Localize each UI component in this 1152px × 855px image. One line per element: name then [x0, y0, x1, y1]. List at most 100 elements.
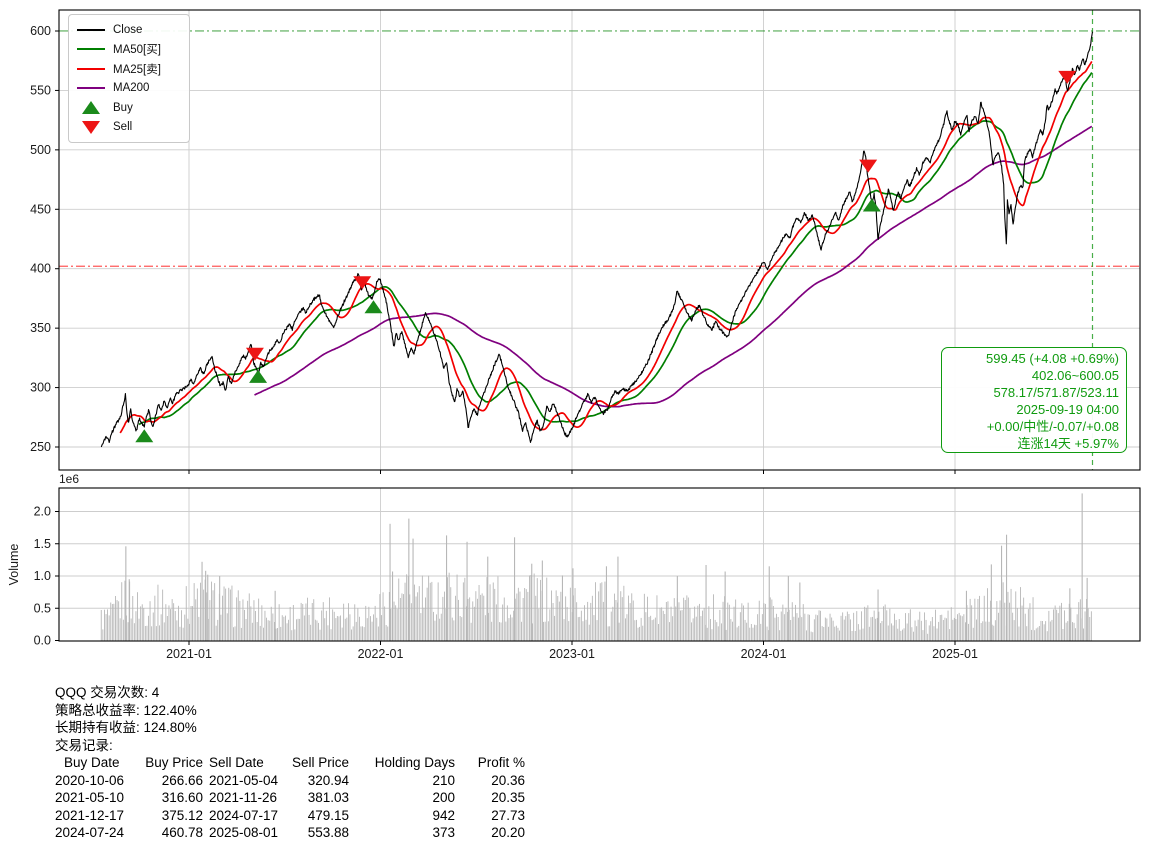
buy-marker: [364, 300, 383, 314]
volume-axis-label: Volume: [7, 544, 21, 586]
price-tick-label: 300: [30, 381, 51, 395]
close-line-sample: [77, 28, 105, 31]
trade-cell: 381.03: [307, 790, 349, 805]
trade-row: 2024-07-24 460.78 2025-08-01 553.88 373 20.20: [55, 824, 525, 842]
volume-tick-label: 1.0: [34, 569, 51, 583]
tick-labels: 250 300 350 400 450 500 550 600 2021-01 2022-01 20…: [7, 24, 978, 661]
trade-row: 2021-12-17 375.12 2024-07-17 479.15 942 27.73: [55, 807, 525, 825]
info-ma-values: 578.17/571.87/523.11: [993, 384, 1119, 400]
ma200-line-sample: [77, 87, 105, 90]
date-tick-label: 2021-01: [166, 647, 212, 661]
trade-cell: 2021-05-10: [55, 790, 125, 805]
info-signal: +0.00/中性/-0.07/+0.08: [986, 418, 1119, 434]
trade-cell: 375.12: [161, 807, 203, 823]
trade-cell: 2024-07-24: [55, 825, 125, 840]
sell-marker: [245, 347, 264, 361]
ma25-line: [119, 60, 1093, 434]
trade-cell: 27.73: [491, 807, 525, 823]
trade-cell: 266.66: [161, 772, 203, 788]
legend-item-close: Close: [77, 20, 181, 40]
price-tick-label: 600: [30, 24, 51, 38]
legend-label: MA200: [113, 82, 150, 95]
tick-marks: [55, 30, 956, 645]
col-holding-days: Holding Days: [374, 755, 455, 770]
buy-triangle-icon: [77, 101, 105, 115]
price-tick-label: 500: [30, 143, 51, 157]
col-sell-date: Sell Date: [209, 755, 264, 770]
trade-cell: 553.88: [307, 825, 349, 840]
price-tick-label: 400: [30, 262, 51, 276]
trade-cell: 200: [432, 790, 455, 805]
price-tick-label: 550: [30, 83, 51, 97]
axes-spines: [58, 9, 1141, 642]
chart-legend: Close MA50[买] MA25[卖] MA200 Buy Sell: [68, 14, 190, 143]
legend-label: Sell: [113, 121, 133, 134]
legend-label: MA25[卖]: [113, 63, 161, 76]
ma200-line: [254, 125, 1093, 408]
legend-item-ma25: MA25[卖]: [77, 59, 181, 79]
trade-table-header: Buy Date Buy Price Sell Date Sell Price …: [55, 754, 525, 772]
volume-tick-label: 0.0: [34, 634, 51, 648]
date-tick-label: 2024-01: [741, 647, 787, 661]
col-buy-date: Buy Date: [64, 755, 120, 770]
sell-marker: [1058, 70, 1077, 84]
sell-marker: [859, 159, 878, 173]
legend-item-ma200: MA200: [77, 79, 181, 99]
legend-label: Buy: [113, 101, 133, 114]
legend-item-ma50: MA50[买]: [77, 40, 181, 60]
trade-cell: 210: [432, 772, 455, 788]
trade-table-body: 2020-10-06 266.66 2021-05-04 320.94 210 20.36…: [55, 772, 525, 842]
buy-marker: [862, 198, 881, 212]
quote-info-box: 599.45 (+4.08 +0.69%) 402.06~600.05 578.…: [941, 347, 1127, 453]
trade-cell: 2024-07-17: [209, 807, 279, 823]
col-sell-price: Sell Price: [291, 755, 349, 770]
trade-cell: 373: [432, 825, 455, 840]
close-line: [100, 31, 1094, 448]
legend-item-buy: Buy: [77, 98, 181, 118]
price-volume-chart: 250 300 350 400 450 500 550 600 2021-01 2022-01 20…: [7, 9, 1141, 661]
trade-cell: 460.78: [161, 825, 203, 840]
buy-marker: [249, 369, 268, 383]
volume-bars: [100, 493, 1092, 641]
volume-tick-label: 0.5: [34, 601, 51, 615]
trade-markers: [135, 70, 1077, 443]
info-streak: 连涨14天 +5.97%: [1017, 435, 1119, 451]
price-tick-label: 250: [30, 440, 51, 454]
sell-marker: [353, 276, 372, 290]
trade-cell: 320.94: [307, 772, 349, 788]
date-tick-label: 2023-01: [549, 647, 595, 661]
trade-cell: 2021-12-17: [55, 807, 125, 823]
trade-cell: 479.15: [307, 807, 349, 823]
price-tick-label: 350: [30, 321, 51, 335]
trade-cell: 2021-11-26: [209, 790, 278, 805]
price-tick-label: 450: [30, 202, 51, 216]
trade-cell: 20.20: [491, 825, 525, 840]
volume-tick-label: 2.0: [34, 505, 51, 519]
ma50-line-sample: [77, 48, 105, 51]
col-buy-price: Buy Price: [145, 755, 203, 770]
trade-row: 2021-05-10 316.60 2021-11-26 381.03 200 20.35: [55, 789, 525, 807]
trade-cell: 942: [432, 807, 455, 823]
sell-triangle-icon: [77, 120, 105, 134]
gridlines: [59, 10, 1140, 641]
date-tick-label: 2022-01: [358, 647, 404, 661]
trade-cell: 2020-10-06: [55, 772, 125, 788]
volume-tick-label: 1.5: [34, 537, 51, 551]
trade-cell: 2025-08-01: [209, 825, 279, 840]
trade-count-line: QQQ 交易次数: 4: [55, 685, 160, 700]
trade-cell: 316.60: [161, 790, 203, 805]
trade-log-title: 交易记录:: [55, 737, 113, 753]
date-tick-label: 2025-01: [932, 647, 978, 661]
legend-label: Close: [113, 23, 143, 36]
info-datetime: 2025-09-19 04:00: [1016, 401, 1119, 417]
info-last-price: 599.45 (+4.08 +0.69%): [986, 351, 1119, 366]
info-range: 402.06~600.05: [1031, 367, 1119, 383]
hold-return-line: 长期持有收益: 124.80%: [55, 720, 197, 735]
ma25-line-sample: [77, 67, 105, 70]
legend-item-sell: Sell: [77, 118, 181, 138]
trade-cell: 20.35: [491, 790, 525, 805]
volume-multiplier-label: 1e6: [59, 472, 79, 486]
trade-cell: 2021-05-04: [209, 772, 279, 788]
trade-cell: 20.36: [491, 772, 525, 788]
